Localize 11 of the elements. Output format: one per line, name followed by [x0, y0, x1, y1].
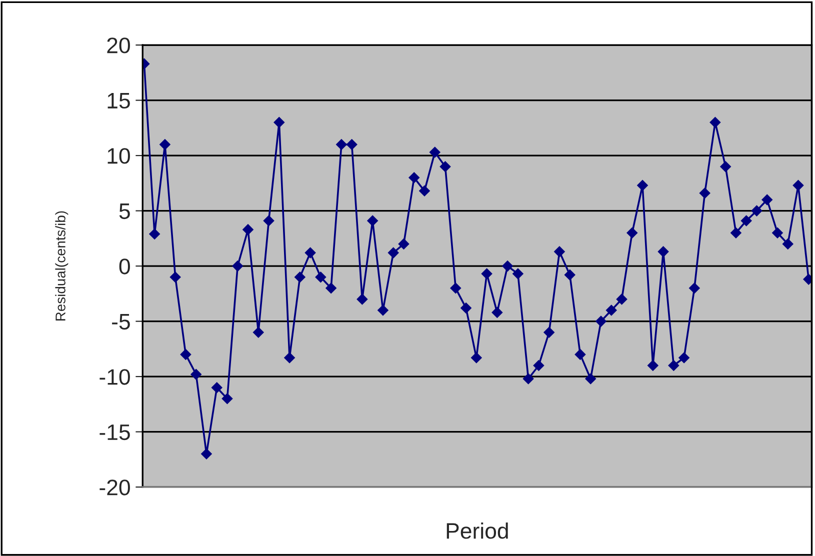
y-tick-label: 20	[107, 38, 130, 54]
y-tick-label: -20	[100, 480, 130, 496]
y-tick-label: 0	[119, 258, 130, 274]
y-tick-label: -15	[100, 424, 130, 440]
y-tick-label: 10	[108, 148, 130, 164]
y-axis-title: Residual(cents/ib)	[55, 211, 68, 320]
y-tick-label: 5	[119, 204, 130, 220]
y-tick-label: -10	[100, 369, 130, 385]
y-tick-label: -5	[112, 314, 130, 330]
x-axis-title: Period	[446, 522, 508, 539]
y-tick-label: 15	[108, 93, 130, 109]
